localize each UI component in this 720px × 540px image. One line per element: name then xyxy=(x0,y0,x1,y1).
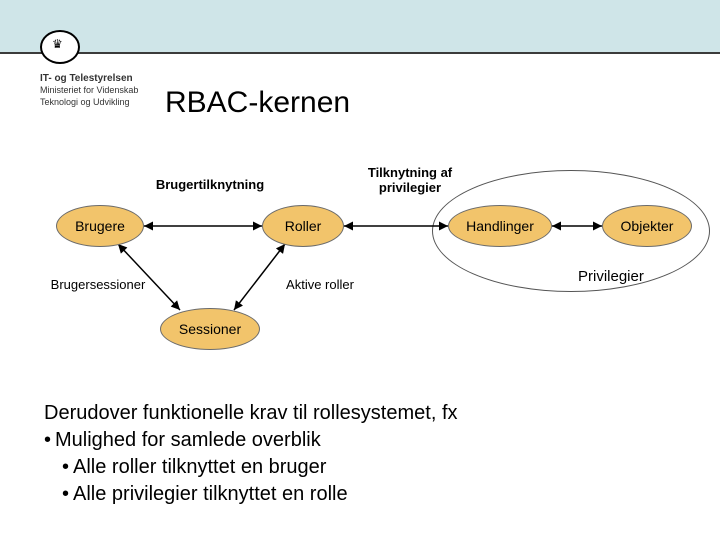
logo-oval: ♛ xyxy=(40,30,80,64)
node-handlinger: Handlinger xyxy=(448,205,552,247)
page-title: RBAC-kernen xyxy=(165,86,350,120)
org-line3: Teknologi og Udvikling xyxy=(40,97,138,109)
org-line2: Ministeriet for Videnskab xyxy=(40,85,138,97)
node-sessioner-label: Sessioner xyxy=(179,321,241,337)
node-roller: Roller xyxy=(262,205,344,247)
body-line1: Derudover funktionelle krav til rollesys… xyxy=(44,400,458,427)
org-text: IT- og Telestyrelsen Ministeriet for Vid… xyxy=(40,72,138,108)
logo: ♛ xyxy=(40,30,76,66)
header-band xyxy=(0,0,720,52)
label-aktive-roller: Aktive roller xyxy=(260,278,380,293)
node-brugere-label: Brugere xyxy=(75,218,125,234)
node-sessioner: Sessioner xyxy=(160,308,260,350)
label-tilknytning-line1: Tilknytning af xyxy=(368,165,452,180)
label-privilegier: Privilegier xyxy=(578,268,644,285)
body-text: Derudover funktionelle krav til rollesys… xyxy=(44,400,458,508)
node-objekter: Objekter xyxy=(602,205,692,247)
org-line1: IT- og Telestyrelsen xyxy=(40,72,138,85)
body-bullet1a: Alle roller tilknyttet en bruger xyxy=(62,454,458,481)
body-bullet1: Mulighed for samlede overblik xyxy=(44,427,458,454)
node-roller-label: Roller xyxy=(285,218,322,234)
crown-icon: ♛ xyxy=(52,38,63,50)
header-underline xyxy=(0,52,720,54)
body-bullet1b: Alle privilegier tilknyttet en rolle xyxy=(62,481,458,508)
diagram: Brugere Roller Handlinger Objekter Sessi… xyxy=(0,160,720,370)
node-objekter-label: Objekter xyxy=(621,218,674,234)
label-tilknytning-privilegier: Tilknytning af privilegier xyxy=(340,166,480,196)
label-brugertilknytning: Brugertilknytning xyxy=(130,178,290,193)
label-brugersessioner: Brugersessioner xyxy=(28,278,168,293)
label-tilknytning-line2: privilegier xyxy=(379,180,441,195)
node-brugere: Brugere xyxy=(56,205,144,247)
node-handlinger-label: Handlinger xyxy=(466,218,534,234)
